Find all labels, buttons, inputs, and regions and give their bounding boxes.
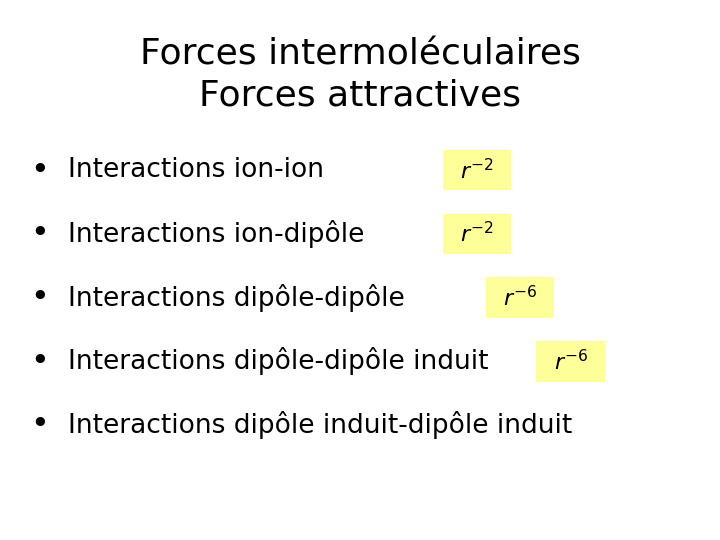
FancyBboxPatch shape — [536, 341, 605, 381]
FancyBboxPatch shape — [486, 277, 554, 318]
Text: •: • — [30, 282, 49, 313]
Text: Interactions dipôle-dipôle: Interactions dipôle-dipôle — [68, 284, 405, 312]
Text: •: • — [30, 409, 49, 441]
FancyBboxPatch shape — [443, 213, 511, 254]
Text: Interactions ion-ion: Interactions ion-ion — [68, 157, 325, 183]
FancyBboxPatch shape — [443, 150, 511, 190]
Text: Interactions ion-dipôle: Interactions ion-dipôle — [68, 220, 365, 248]
Text: Forces intermoléculaires
Forces attractives: Forces intermoléculaires Forces attracti… — [140, 38, 580, 112]
Text: $r^{-6}$: $r^{-6}$ — [554, 349, 588, 374]
Text: •: • — [30, 154, 49, 186]
Text: Interactions dipôle induit-dipôle induit: Interactions dipôle induit-dipôle induit — [68, 411, 572, 439]
Text: $r^{-2}$: $r^{-2}$ — [460, 221, 494, 246]
Text: $r^{-6}$: $r^{-6}$ — [503, 285, 537, 310]
Text: •: • — [30, 346, 49, 377]
Text: Interactions dipôle-dipôle induit: Interactions dipôle-dipôle induit — [68, 347, 489, 375]
Text: $r^{-2}$: $r^{-2}$ — [460, 158, 494, 183]
Text: •: • — [30, 218, 49, 249]
